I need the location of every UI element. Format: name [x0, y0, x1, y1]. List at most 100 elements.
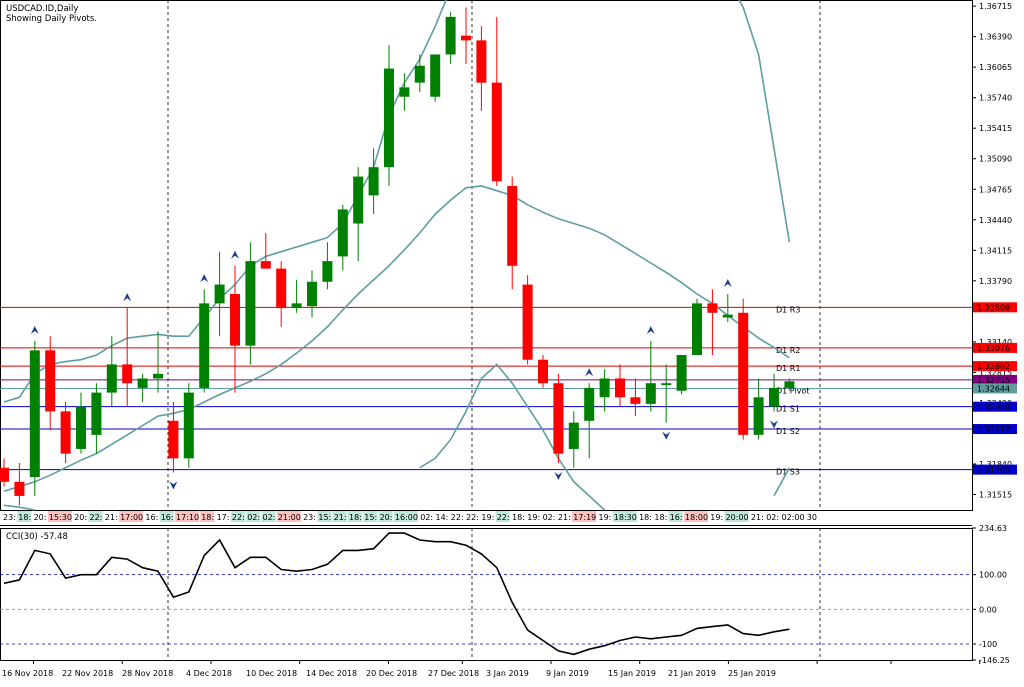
- time-strip-label: 16:: [145, 513, 158, 522]
- candle-body: [568, 422, 579, 449]
- candle-body: [14, 481, 25, 496]
- time-strip-label: 02:: [543, 513, 556, 522]
- pivot-price-label: 1.31780: [977, 466, 1010, 475]
- time-strip-label: 17:00: [120, 513, 143, 522]
- time-strip-highlight: [332, 511, 347, 522]
- time-strip-label: 18:: [639, 513, 652, 522]
- indicator-label: CCI(30) -57.48: [6, 532, 68, 542]
- price-tick-label: 1.36065: [979, 63, 1012, 72]
- fractal-up-arrow: [723, 278, 732, 287]
- price-tick-label: 1.34765: [979, 185, 1012, 194]
- time-strip-highlight: [276, 511, 301, 522]
- time-strip-label: 17:: [217, 513, 230, 522]
- candle-body: [322, 261, 333, 282]
- fractal-down-arrow: [169, 481, 178, 490]
- fractal-down-arrow: [662, 431, 671, 440]
- candle-body: [384, 68, 394, 168]
- time-strip-label: 18:: [18, 513, 31, 522]
- pivot-price-box: [973, 374, 1017, 385]
- pivot-price-label: 1.32735: [977, 376, 1010, 385]
- price-tick-label: 1.34440: [979, 216, 1012, 225]
- pivot-name: D1 S1: [776, 405, 800, 414]
- candle-body: [353, 176, 364, 224]
- time-strip-label: 15:: [364, 513, 377, 522]
- time-strip-label: 19:: [599, 513, 612, 522]
- time-strip-highlight: [684, 511, 708, 522]
- pivot-price-label: 1.32450: [977, 403, 1010, 412]
- chart-subtitle: Showing Daily Pivots.: [6, 14, 97, 24]
- date-tick-label: 9 Jan 2019: [546, 669, 589, 678]
- candle-body: [307, 281, 317, 307]
- candle-body: [0, 467, 9, 482]
- bollinger-lower-band: [3, 363, 791, 511]
- candle-body: [260, 261, 271, 269]
- time-strip-highlight: [612, 511, 637, 522]
- candle-body: [91, 392, 102, 435]
- candle-body: [245, 261, 256, 346]
- pivot-price-box: [973, 361, 1017, 372]
- pivot-price-box: [973, 342, 1017, 353]
- pivot-name: D1 S3: [776, 468, 800, 477]
- date-tick-label: 27 Dec 2018: [428, 669, 479, 678]
- time-strip-label: 02:: [420, 513, 433, 522]
- cci-tick-label: 100.00: [979, 571, 1007, 580]
- time-strip-highlight: [47, 511, 72, 522]
- time-strip-label: 02:00: [782, 513, 805, 522]
- cci-line: [3, 532, 790, 656]
- time-strip-label: 20:: [74, 513, 87, 522]
- time-strip-label: 22:: [232, 513, 245, 522]
- candle-body: [707, 303, 718, 313]
- candle-body: [584, 387, 595, 421]
- date-tick-label: 25 Jan 2019: [728, 669, 776, 678]
- fractal-up-arrow: [123, 293, 132, 302]
- candle-body: [476, 40, 487, 83]
- date-tick-label: 21 Jan 2019: [668, 669, 716, 678]
- price-tick-label: 1.35090: [979, 155, 1012, 164]
- time-strip-label: 17:10: [176, 513, 199, 522]
- price-tick-label: 1.31840: [979, 460, 1012, 469]
- fractal-up-arrow: [200, 274, 209, 283]
- price-tick-label: 1.35740: [979, 94, 1012, 103]
- time-strip-label: 22:: [451, 513, 464, 522]
- cci-tick-label: -146.25: [979, 656, 1010, 665]
- price-tick-label: 1.33790: [979, 277, 1012, 286]
- fractal-up-arrow: [585, 368, 594, 377]
- pivot-price-label: 1.32644: [977, 384, 1010, 393]
- fractal-down-arrow: [770, 420, 778, 429]
- pivot-price-label: 1.33076: [977, 344, 1010, 353]
- candle-body: [414, 65, 425, 83]
- time-strip-highlight: [495, 511, 510, 522]
- time-strip-highlight: [317, 511, 332, 522]
- time-strip-highlight: [393, 511, 418, 522]
- time-strip-label: 02:: [263, 513, 276, 522]
- time-strip-label: 18:: [654, 513, 667, 522]
- candle-body: [29, 350, 40, 478]
- time-strip-highlight: [378, 511, 393, 522]
- price-tick-label: 1.32815: [979, 368, 1012, 377]
- price-tick-label: 1.35415: [979, 124, 1012, 133]
- fractal-up-arrow: [231, 250, 239, 259]
- time-strip-label: 17:19: [573, 513, 596, 522]
- time-strip-label: 02:: [247, 513, 260, 522]
- time-strip-label: 16:: [161, 513, 174, 522]
- time-strip-label: 20:: [380, 513, 393, 522]
- candle-body: [630, 397, 641, 404]
- time-strip-label: 18:: [201, 513, 214, 522]
- time-strip-label: 18:30: [614, 513, 637, 522]
- time-strip-label: 21:00: [278, 513, 301, 522]
- time-strip-highlight: [159, 511, 174, 522]
- time-strip-label: 20:00: [726, 513, 749, 522]
- pivot-price-box: [973, 401, 1017, 412]
- candle-body: [599, 378, 610, 398]
- time-strip-highlight: [17, 511, 32, 522]
- fractal-down-arrow: [554, 472, 563, 481]
- price-tick-label: 1.36390: [979, 33, 1012, 42]
- date-tick-label: 20 Dec 2018: [366, 669, 417, 678]
- candle-body: [106, 364, 117, 393]
- time-strip-label: 21:: [105, 513, 118, 522]
- candle-body: [491, 82, 502, 182]
- time-strip-highlight: [724, 511, 749, 522]
- time-strip-label: 21:: [558, 513, 571, 522]
